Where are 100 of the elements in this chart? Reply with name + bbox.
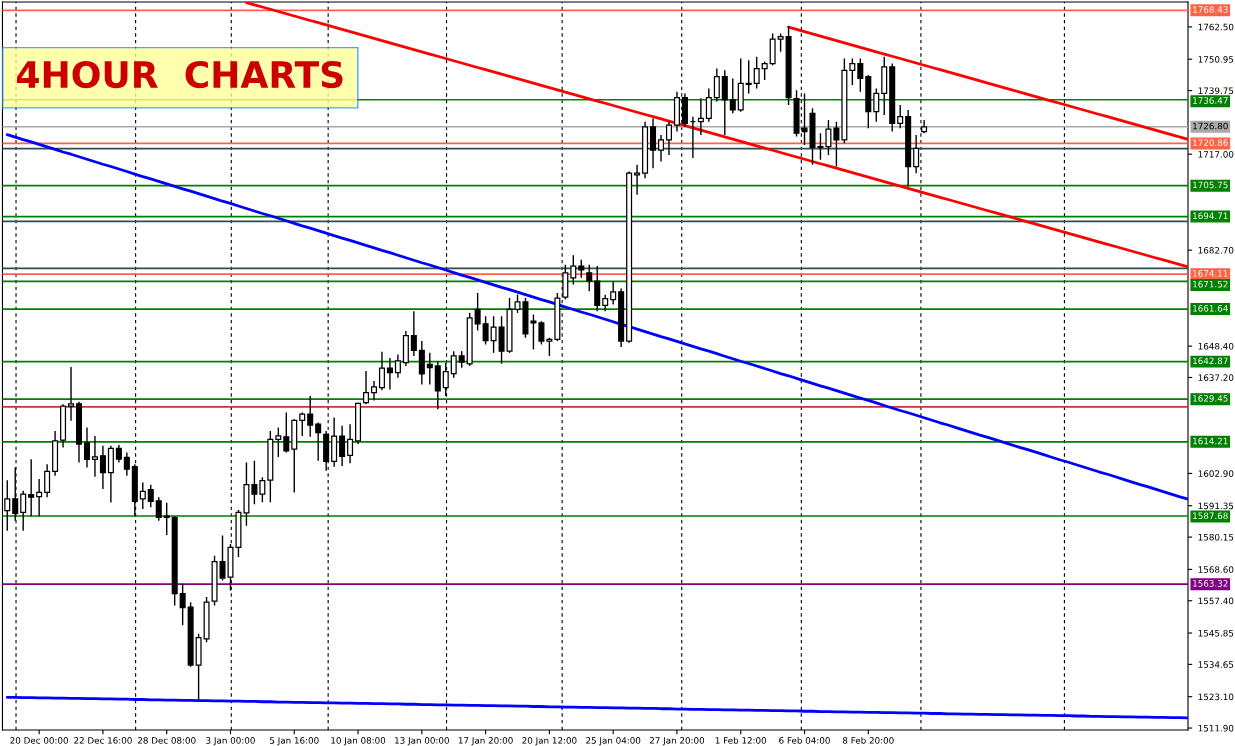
candlestick bbox=[418, 340, 425, 386]
candlestick bbox=[538, 320, 545, 346]
ref-line-label: 1563.32 bbox=[1193, 580, 1228, 587]
candlestick bbox=[370, 380, 378, 402]
candlestick bbox=[315, 421, 322, 462]
y-tick-label: 1523.10 bbox=[1198, 693, 1234, 701]
ref-line-label: 1629.45 bbox=[1193, 395, 1228, 402]
candlestick bbox=[394, 353, 401, 379]
candlestick bbox=[426, 352, 433, 386]
y-tick-label: 1568.60 bbox=[1198, 566, 1234, 573]
y-tick-label: 1750.95 bbox=[1198, 56, 1234, 63]
x-tick-label: 10 Jan 08:00 bbox=[331, 737, 386, 746]
candlestick bbox=[570, 254, 577, 286]
y-tick-label: 1762.50 bbox=[1198, 23, 1234, 31]
candlestick bbox=[753, 56, 760, 90]
candlestick bbox=[857, 57, 864, 93]
candlestick bbox=[578, 258, 585, 279]
line-series bbox=[5, 133, 1188, 501]
y-tick-label: 1602.90 bbox=[1198, 470, 1234, 477]
x-tick-label: 13 Jan 00:00 bbox=[395, 737, 449, 746]
candlestick bbox=[897, 104, 904, 129]
candlestick bbox=[634, 164, 641, 196]
candlestick bbox=[339, 425, 346, 467]
candlestick bbox=[410, 310, 417, 357]
ref-line-label: 1587.68 bbox=[1193, 512, 1228, 520]
y-tick-label: 1717.00 bbox=[1198, 151, 1234, 158]
line-series bbox=[5, 695, 1188, 720]
candlestick bbox=[777, 32, 784, 53]
candlestick bbox=[123, 451, 130, 477]
candlestick bbox=[386, 357, 393, 391]
y-tick-label: 1739.75 bbox=[1198, 87, 1234, 94]
x-tick-label: 6 Feb 04:00 bbox=[779, 736, 830, 744]
candlestick bbox=[347, 423, 354, 465]
y-tick-label: 1637.20 bbox=[1198, 374, 1234, 381]
candlestick bbox=[259, 476, 266, 503]
candlestick bbox=[68, 366, 75, 422]
candlestick bbox=[833, 121, 840, 168]
candlestick bbox=[721, 69, 728, 136]
x-tick-label: 25 Jan 04:00 bbox=[586, 737, 641, 746]
ref-line-label: 1642.87 bbox=[1193, 357, 1228, 365]
candlestick bbox=[163, 502, 170, 536]
x-tick-label: 1 Feb 12:00 bbox=[715, 736, 767, 744]
candlestick bbox=[283, 411, 290, 454]
candlestick bbox=[275, 426, 282, 458]
candlestick bbox=[139, 481, 146, 510]
candlestick bbox=[650, 117, 657, 169]
candlestick bbox=[99, 445, 106, 490]
candlestick bbox=[44, 463, 51, 498]
ref-line-label: 1694.71 bbox=[1193, 212, 1228, 220]
candlestick bbox=[450, 350, 457, 379]
candlestick bbox=[713, 67, 720, 103]
candlestick bbox=[586, 264, 593, 292]
ref-line-label: 1768.43 bbox=[1193, 6, 1228, 13]
ref-line-label: 1614.21 bbox=[1193, 437, 1228, 445]
candlestick bbox=[307, 395, 314, 438]
ref-line-label: 1661.64 bbox=[1193, 305, 1228, 312]
candlestick bbox=[849, 57, 856, 86]
candlestick bbox=[20, 490, 27, 532]
ref-line-label: 1671.52 bbox=[1193, 280, 1228, 288]
y-tick-label: 1591.35 bbox=[1198, 502, 1234, 510]
candlestick bbox=[251, 460, 258, 505]
candlestick bbox=[729, 77, 736, 115]
x-tick-label: 27 Jan 20:00 bbox=[649, 737, 705, 746]
x-tick-label: 3 Jan 00:00 bbox=[206, 737, 255, 746]
ref-line-label: 1705.75 bbox=[1193, 181, 1228, 189]
x-tick-label: 28 Dec 08:00 bbox=[137, 737, 196, 744]
ref-line-label: 1674.11 bbox=[1193, 270, 1228, 277]
candlestick bbox=[482, 315, 489, 346]
candlestick bbox=[91, 435, 98, 478]
candlestick bbox=[490, 315, 497, 354]
y-tick-label: 1534.65 bbox=[1198, 661, 1234, 668]
candlestick bbox=[761, 61, 768, 81]
candlestick bbox=[665, 121, 672, 156]
x-tick-label: 20 Jan 12:00 bbox=[522, 737, 577, 746]
y-tick-label: 1557.40 bbox=[1198, 597, 1234, 605]
candlestick bbox=[83, 426, 90, 469]
x-tick-label: 20 Dec 00:00 bbox=[10, 737, 68, 744]
candlestick bbox=[363, 370, 370, 406]
candlestick bbox=[36, 478, 43, 517]
candlestick bbox=[28, 458, 35, 517]
y-tick-label: 1545.85 bbox=[1198, 629, 1234, 637]
candlestick bbox=[147, 483, 154, 508]
candlestick bbox=[155, 496, 162, 522]
candlestick bbox=[610, 280, 617, 306]
line-series bbox=[787, 25, 1188, 141]
x-tick-label: 22 Dec 16:00 bbox=[74, 737, 132, 744]
candlestick bbox=[474, 292, 481, 332]
x-tick-label: 5 Jan 16:00 bbox=[270, 737, 319, 746]
candlestick bbox=[745, 59, 752, 95]
candlestick bbox=[697, 97, 704, 136]
candlestick bbox=[179, 582, 186, 627]
candlestick bbox=[705, 87, 712, 123]
annotation: 4HOUR CHARTS bbox=[17, 60, 343, 89]
candlestick bbox=[378, 351, 385, 392]
y-tick-label: 1648.40 bbox=[1198, 342, 1234, 350]
y-tick-label: 1580.15 bbox=[1198, 533, 1234, 541]
candlestick bbox=[873, 87, 880, 123]
ref-line-label: 1726.80 bbox=[1193, 122, 1228, 130]
x-tick-label: 8 Feb 20:00 bbox=[842, 736, 894, 744]
candlestick bbox=[299, 411, 306, 437]
